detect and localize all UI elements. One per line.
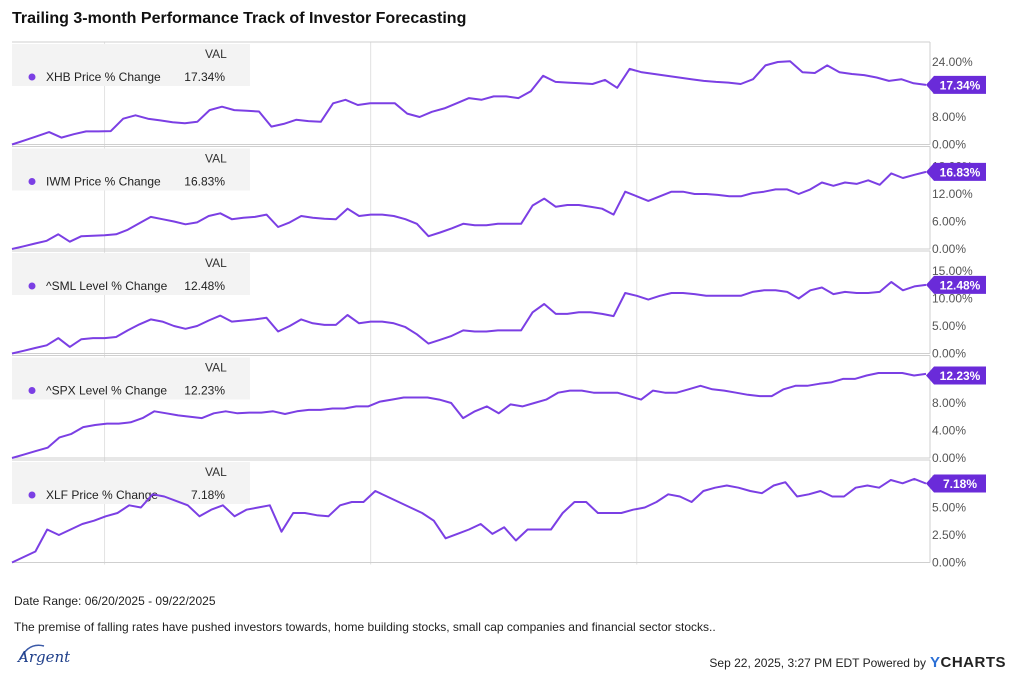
y-tick-label: 0.00% (932, 347, 966, 361)
legend-value: 12.23% (184, 384, 225, 398)
date-range: Date Range: 06/20/2025 - 09/22/2025 (14, 594, 216, 608)
last-value-label: 7.18% (943, 477, 977, 491)
y-tick-label: 2.50% (932, 528, 966, 542)
legend-value: 16.83% (184, 175, 225, 189)
y-tick-label: 10.00% (932, 292, 973, 306)
last-value-flag (926, 275, 986, 294)
timestamp: Sep 22, 2025, 3:27 PM EDT Powered by (709, 655, 926, 670)
legend-box (12, 253, 250, 295)
legend-marker (28, 387, 36, 394)
legend-box (12, 357, 250, 400)
panel-3: 0.00%4.00%8.00%12.00%VAL^SPX Level % Cha… (11, 355, 986, 465)
last-value-flag (926, 75, 986, 94)
last-value-flag (926, 366, 986, 385)
legend-series-name: ^SML Level % Change (46, 279, 168, 293)
legend-val-header: VAL (205, 361, 227, 375)
legend-value: 17.34% (184, 70, 225, 84)
last-value-label: 12.23% (940, 369, 981, 383)
chart-area: Jul '25Aug '25Sep '250.00%8.00%16.00%24.… (11, 41, 986, 571)
y-tick-label: 12.00% (932, 187, 973, 201)
legend-box (12, 148, 250, 191)
chart-title: Trailing 3-month Performance Track of In… (12, 10, 467, 27)
y-tick-label: 0.00% (932, 138, 966, 152)
legend-val-header: VAL (205, 256, 227, 270)
y-tick-label: 0.00% (932, 242, 966, 256)
last-value-label: 17.34% (940, 78, 981, 92)
footer-attribution: Sep 22, 2025, 3:27 PM EDT Powered by YCH… (709, 654, 1006, 671)
y-tick-label: 8.00% (932, 396, 966, 410)
y-tick-label: 8.00% (932, 110, 966, 124)
svg-text:Argent: Argent (16, 648, 70, 666)
series-line (11, 372, 927, 459)
series-line (11, 60, 927, 146)
x-tick-label: Sep '25 (617, 570, 658, 571)
panel-2: 0.00% 5.00% 10.00% 15.00% VAL ^SML Level % Ch… (11, 250, 986, 361)
legend-val-header: VAL (205, 465, 227, 479)
legend-val-header: VAL (205, 47, 227, 61)
legend-value: 12.48% (184, 279, 225, 293)
argent-logo: Argent (16, 644, 70, 666)
y-tick-label: 6.00% (932, 215, 966, 229)
legend-series-name: XLF Price % Change (46, 488, 158, 502)
legend-box (12, 462, 250, 504)
legend-value: 7.18% (191, 488, 225, 502)
legend-marker (28, 178, 36, 185)
legend-marker (28, 282, 36, 290)
chart-description: The premise of falling rates have pushed… (14, 620, 716, 634)
series-line (11, 170, 927, 250)
last-value-flag (926, 162, 986, 181)
last-value-flag (926, 474, 986, 493)
y-tick-label: 4.00% (932, 424, 966, 438)
y-tick-label: 0.00% (932, 451, 966, 465)
series-line (11, 281, 927, 355)
y-tick-label: 5.00% (932, 501, 966, 515)
ycharts-logo[interactable]: YCHARTS (929, 654, 1006, 671)
y-tick-label: 5.00% (932, 319, 966, 333)
y-tick-label: 24.00% (932, 55, 973, 69)
last-value-label: 12.48% (940, 278, 981, 292)
legend-marker (28, 73, 36, 81)
last-value-label: 16.83% (940, 165, 981, 179)
legend-series-name: ^SPX Level % Change (46, 384, 167, 398)
legend-box (12, 44, 250, 86)
legend-marker (28, 491, 36, 499)
legend-series-name: XHB Price % Change (46, 70, 161, 84)
y-tick-label: 0.00% (932, 556, 966, 570)
legend-val-header: VAL (205, 152, 227, 166)
x-tick-label: Jul '25 (87, 570, 122, 571)
series-line (11, 477, 927, 564)
legend-series-name: IWM Price % Change (46, 175, 161, 189)
y-tick-label: 15.00% (932, 264, 973, 278)
x-tick-label: Aug '25 (350, 570, 391, 571)
